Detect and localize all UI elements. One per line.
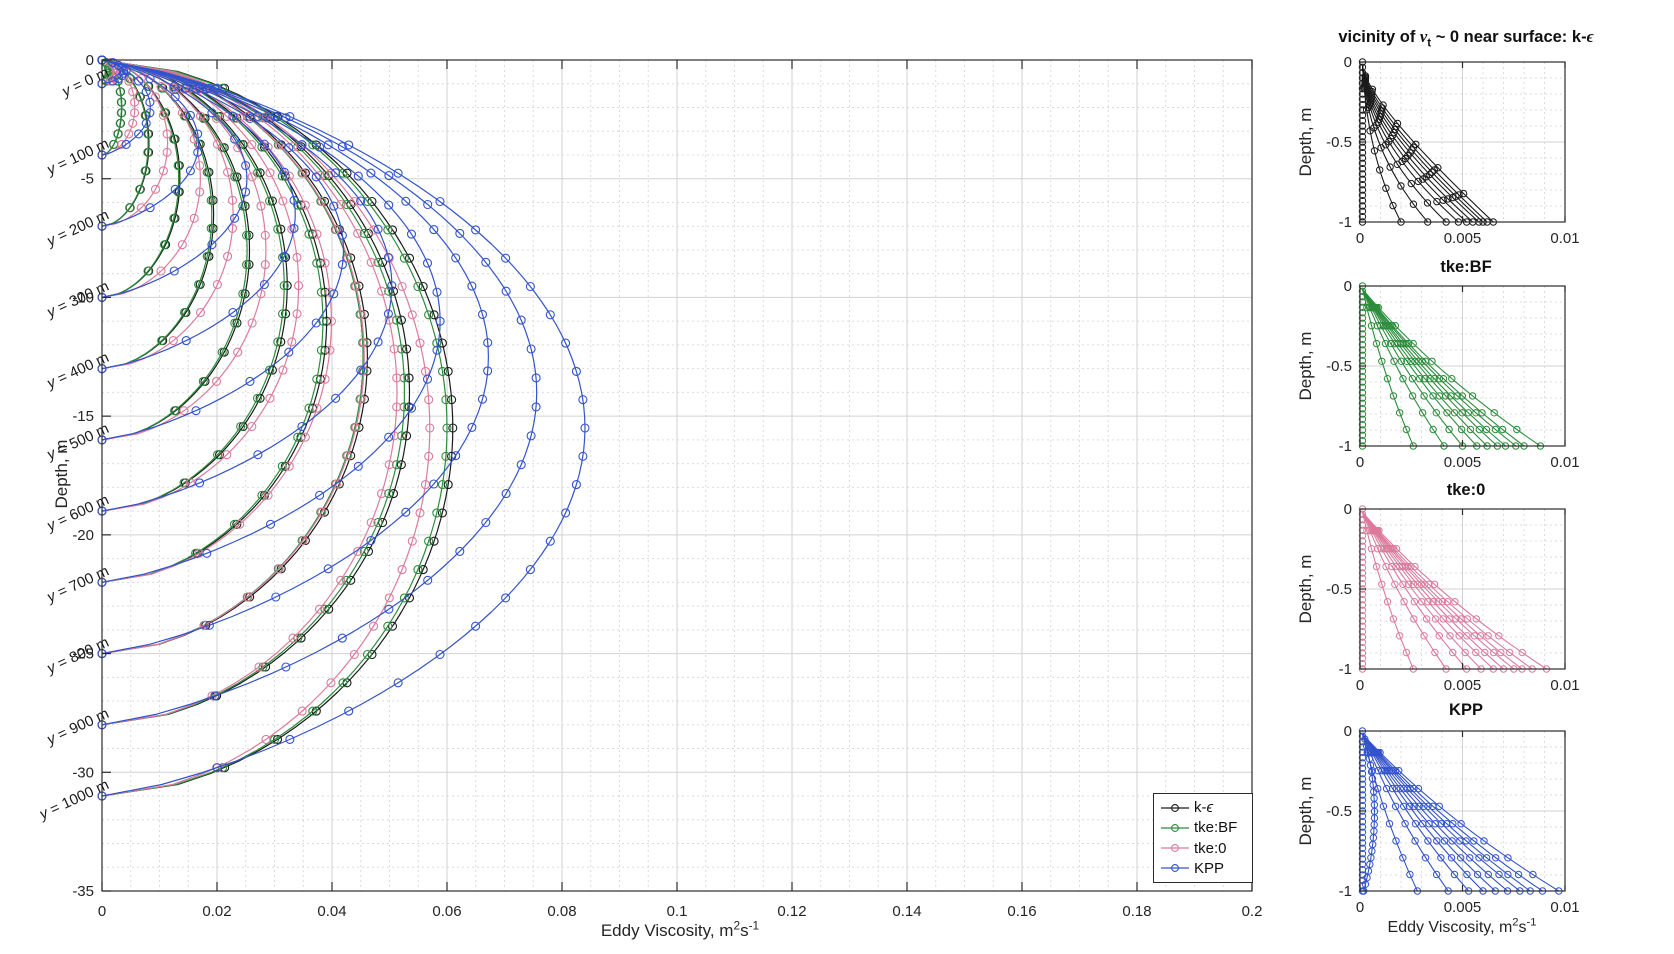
- svg-text:0: 0: [1356, 230, 1364, 247]
- subplot-title-tke0: tke:0: [1446, 481, 1486, 499]
- svg-text:-0.5: -0.5: [1326, 134, 1352, 151]
- svg-text:0: 0: [1344, 501, 1352, 518]
- legend-line-sample: [1161, 823, 1189, 832]
- main-tick-labels: 0 0.02 0.04 0.06 0.08 0.1 0.12 0.14 0.16 0.18 0.2 0…: [72, 52, 1262, 920]
- svg-text:0.005: 0.005: [1444, 454, 1482, 471]
- svg-text:0: 0: [98, 903, 106, 920]
- svg-text:0.2: 0.2: [1242, 903, 1263, 920]
- subplot-ylabel-tkebf: Depth, m: [1296, 331, 1315, 401]
- legend-item-label: tke:BF: [1194, 819, 1238, 837]
- svg-text:-0.5: -0.5: [1326, 358, 1352, 375]
- main-plot: 0 0.02 0.04 0.06 0.08 0.1 0.12 0.14 0.16 0.18 0.2 0…: [36, 52, 1262, 920]
- surface-kpp-curves: [1358, 727, 1563, 895]
- svg-text:0: 0: [1344, 54, 1352, 71]
- svg-text:0.18: 0.18: [1122, 903, 1151, 920]
- legend: k-ϵ tke:BF tke:0 KPP: [1153, 793, 1253, 883]
- svg-text:0: 0: [1356, 677, 1364, 694]
- svg-text:0.01: 0.01: [1550, 454, 1579, 471]
- svg-text:0.06: 0.06: [432, 903, 461, 920]
- subplot-title-kpp: KPP: [1449, 701, 1483, 719]
- svg-text:0.16: 0.16: [1007, 903, 1036, 920]
- svg-text:0: 0: [86, 52, 94, 69]
- svg-text:0.005: 0.005: [1444, 230, 1482, 247]
- subplot-title-keps: vicinity of νt ~ 0 near surface: k-ϵ: [1338, 27, 1594, 50]
- svg-text:0.01: 0.01: [1550, 899, 1579, 916]
- series-tke:0: [97, 55, 435, 801]
- subplot-ylabel-tke0: Depth, m: [1296, 554, 1315, 624]
- svg-text:-30: -30: [72, 764, 94, 781]
- main-ylabel: Depth, m: [52, 439, 71, 509]
- subplot-surface-kpp: 0 0.005 0.01 0 -0.5 -1: [1326, 723, 1579, 916]
- svg-text:-15: -15: [72, 408, 94, 425]
- svg-text:0: 0: [1344, 723, 1352, 740]
- svg-text:0.005: 0.005: [1444, 899, 1482, 916]
- series-KPP: [97, 55, 590, 801]
- svg-text:0: 0: [1344, 278, 1352, 295]
- subplot-surface-tkebf: 0 0.005 0.01 0 -0.5 -1: [1326, 278, 1579, 471]
- svg-text:-0.5: -0.5: [1326, 581, 1352, 598]
- legend-line-sample: [1161, 864, 1189, 873]
- legend-line-sample: [1161, 844, 1189, 853]
- main-xlabel: Eddy Viscosity, m2s-1: [600, 918, 760, 940]
- main-ticks: [101, 59, 1253, 892]
- svg-text:-35: -35: [72, 883, 94, 900]
- svg-text:0.08: 0.08: [547, 903, 576, 920]
- svg-text:0.04: 0.04: [317, 903, 346, 920]
- svg-text:-20: -20: [72, 527, 94, 544]
- subplot-surface-keps: 0 0.005 0.01 0 -0.5 -1: [1326, 54, 1579, 247]
- svg-text:-10: -10: [72, 289, 94, 306]
- svg-text:-0.5: -0.5: [1326, 803, 1352, 820]
- legend-line-sample: [1161, 803, 1189, 812]
- svg-text:-1: -1: [1339, 214, 1352, 231]
- legend-item-label: KPP: [1194, 859, 1225, 877]
- svg-text:0.12: 0.12: [777, 903, 806, 920]
- legend-item-tke:BF: tke:BF: [1160, 819, 1248, 836]
- svg-text:0.01: 0.01: [1550, 677, 1579, 694]
- svg-text:-1: -1: [1339, 883, 1352, 900]
- main-curves: [97, 55, 590, 801]
- svg-text:-25: -25: [72, 646, 94, 663]
- main-grid: [102, 60, 1252, 891]
- svg-text:-1: -1: [1339, 438, 1352, 455]
- svg-text:0.02: 0.02: [202, 903, 231, 920]
- legend-item-label: tke:0: [1194, 839, 1227, 857]
- legend-item-KPP: KPP: [1160, 860, 1248, 877]
- subplot-title-tkebf: tke:BF: [1440, 258, 1492, 276]
- subplot-ylabel-kpp: Depth, m: [1296, 776, 1315, 846]
- svg-text:-1: -1: [1339, 661, 1352, 678]
- svg-text:0.1: 0.1: [667, 903, 688, 920]
- svg-text:0.01: 0.01: [1550, 230, 1579, 247]
- svg-text:0.14: 0.14: [892, 903, 921, 920]
- svg-text:y = 0 m: y = 0 m: [59, 64, 112, 101]
- legend-item-label: k-ϵ: [1194, 799, 1214, 817]
- svg-text:-5: -5: [81, 171, 94, 188]
- svg-text:0.005: 0.005: [1444, 677, 1482, 694]
- svg-text:0: 0: [1356, 899, 1364, 916]
- legend-item-tke:0: tke:0: [1160, 840, 1248, 857]
- subplot-surface-tke0: 0 0.005 0.01 0 -0.5 -1: [1326, 501, 1579, 694]
- legend-item-k-ϵ: k-ϵ: [1160, 799, 1248, 816]
- subplot-xlabel-kpp: Eddy Viscosity, m2s-1: [1387, 916, 1537, 936]
- surface-keps-curves: [1358, 58, 1498, 226]
- svg-text:0: 0: [1356, 454, 1364, 471]
- subplot-ylabel-keps: Depth, m: [1296, 107, 1315, 177]
